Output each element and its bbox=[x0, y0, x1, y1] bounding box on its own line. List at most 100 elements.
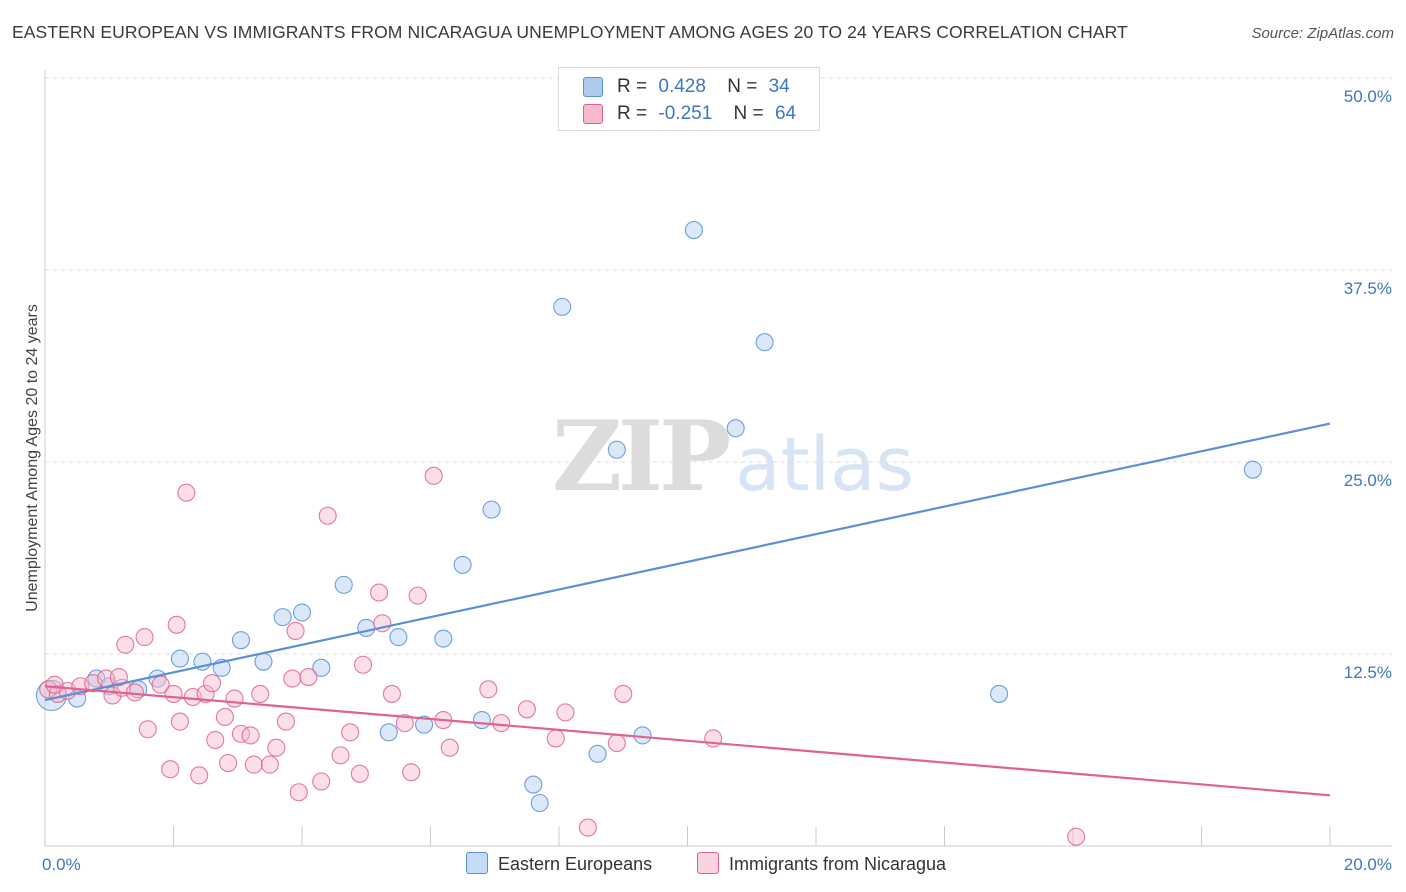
data-point bbox=[164, 684, 183, 703]
data-point bbox=[588, 744, 607, 763]
series-0-points bbox=[35, 221, 1262, 813]
data-point bbox=[241, 726, 260, 745]
data-point bbox=[215, 707, 234, 727]
data-point bbox=[116, 635, 135, 654]
data-point bbox=[395, 714, 414, 733]
legend-n-value: 64 bbox=[774, 103, 797, 124]
data-point bbox=[607, 734, 626, 753]
data-point bbox=[726, 419, 745, 438]
data-point bbox=[524, 775, 543, 794]
watermark: ZIP atlas bbox=[552, 400, 914, 513]
chart-title: EASTERN EUROPEAN VS IMMIGRANTS FROM NICA… bbox=[12, 22, 1128, 42]
source-label: Source: ZipAtlas.com bbox=[1251, 25, 1394, 42]
data-point bbox=[389, 628, 408, 647]
data-point bbox=[553, 297, 572, 316]
data-point bbox=[424, 466, 443, 485]
data-point bbox=[370, 583, 389, 602]
bottom-legend-label: Immigrants from Nicaragua bbox=[729, 854, 947, 874]
y-tick-label: 12.5% bbox=[1344, 663, 1392, 682]
x-ticks bbox=[44, 826, 1331, 846]
y-tick-labels: 12.5% 25.0% 37.5% 50.0% bbox=[1344, 87, 1392, 682]
watermark-atlas: atlas bbox=[735, 422, 914, 508]
data-point bbox=[482, 500, 501, 519]
data-point bbox=[350, 764, 369, 783]
data-point bbox=[267, 738, 286, 757]
data-point bbox=[415, 715, 434, 734]
data-point bbox=[138, 720, 157, 739]
data-point bbox=[254, 652, 273, 671]
data-point bbox=[219, 754, 238, 773]
y-tick-label: 50.0% bbox=[1344, 87, 1392, 106]
data-point bbox=[161, 760, 180, 779]
data-point bbox=[167, 615, 186, 634]
legend-n-value: 34 bbox=[768, 76, 790, 97]
data-point bbox=[479, 680, 498, 699]
data-point bbox=[546, 729, 565, 748]
legend-swatch-pink bbox=[583, 104, 603, 124]
data-point bbox=[492, 714, 511, 733]
x-tick-label-max: 20.0% bbox=[1344, 855, 1392, 874]
bottom-legend-immigrants-nicaragua: Immigrants from Nicaragua bbox=[697, 852, 946, 875]
data-point bbox=[1067, 827, 1086, 846]
legend-r-label: R = bbox=[617, 103, 648, 124]
data-point bbox=[556, 703, 575, 722]
data-point bbox=[170, 712, 189, 731]
x-tick-label-min: 0.0% bbox=[42, 855, 81, 874]
data-point bbox=[408, 586, 427, 605]
data-point bbox=[990, 684, 1009, 703]
data-point bbox=[206, 730, 225, 750]
y-tick-label: 25.0% bbox=[1344, 471, 1392, 490]
trend-line-series-1 bbox=[44, 685, 1331, 797]
data-point bbox=[357, 618, 376, 637]
data-point bbox=[453, 555, 472, 574]
data-point bbox=[331, 746, 350, 765]
grid bbox=[45, 77, 1392, 655]
data-point bbox=[251, 684, 270, 703]
data-point bbox=[45, 675, 64, 694]
correlation-legend: R = 0.428 N = 34 R = -0.251 N = 64 bbox=[558, 67, 820, 131]
data-point bbox=[203, 674, 222, 693]
data-point bbox=[289, 783, 308, 802]
data-point bbox=[177, 483, 196, 502]
series-1-points bbox=[39, 466, 1086, 846]
data-point bbox=[755, 333, 774, 352]
data-point bbox=[353, 655, 373, 674]
data-point bbox=[341, 723, 360, 742]
data-point bbox=[472, 710, 491, 730]
data-point bbox=[276, 712, 295, 731]
data-point bbox=[283, 669, 302, 688]
data-point bbox=[334, 575, 353, 594]
y-axis-title: Unemployment Among Ages 20 to 24 years bbox=[24, 304, 41, 612]
legend-r-label: R = bbox=[617, 76, 648, 97]
points-layer bbox=[35, 221, 1262, 846]
data-point bbox=[225, 689, 244, 708]
bottom-legend-swatch-pink bbox=[697, 852, 719, 874]
data-point bbox=[1243, 460, 1262, 479]
data-point bbox=[684, 221, 703, 240]
legend-r-value: 0.428 bbox=[658, 76, 706, 97]
data-point bbox=[440, 738, 459, 757]
bottom-legend-swatch-blue bbox=[466, 852, 488, 874]
data-point bbox=[312, 658, 331, 677]
data-point bbox=[607, 440, 626, 459]
data-point bbox=[614, 684, 633, 703]
data-point bbox=[135, 628, 154, 647]
trend-lines bbox=[44, 422, 1331, 797]
data-point bbox=[244, 755, 263, 774]
data-point bbox=[286, 621, 305, 641]
data-point bbox=[299, 667, 318, 687]
data-point bbox=[530, 793, 549, 813]
data-point bbox=[517, 700, 536, 719]
data-point bbox=[312, 772, 331, 791]
data-point bbox=[170, 649, 189, 668]
data-point bbox=[273, 608, 292, 627]
data-point bbox=[231, 724, 251, 743]
legend-r-value: -0.251 bbox=[658, 103, 713, 124]
data-point bbox=[39, 680, 58, 699]
legend-n-label: N = bbox=[733, 103, 764, 124]
y-tick-label: 37.5% bbox=[1344, 279, 1392, 298]
data-point bbox=[231, 631, 251, 650]
data-point bbox=[578, 818, 597, 837]
data-point bbox=[382, 684, 402, 703]
